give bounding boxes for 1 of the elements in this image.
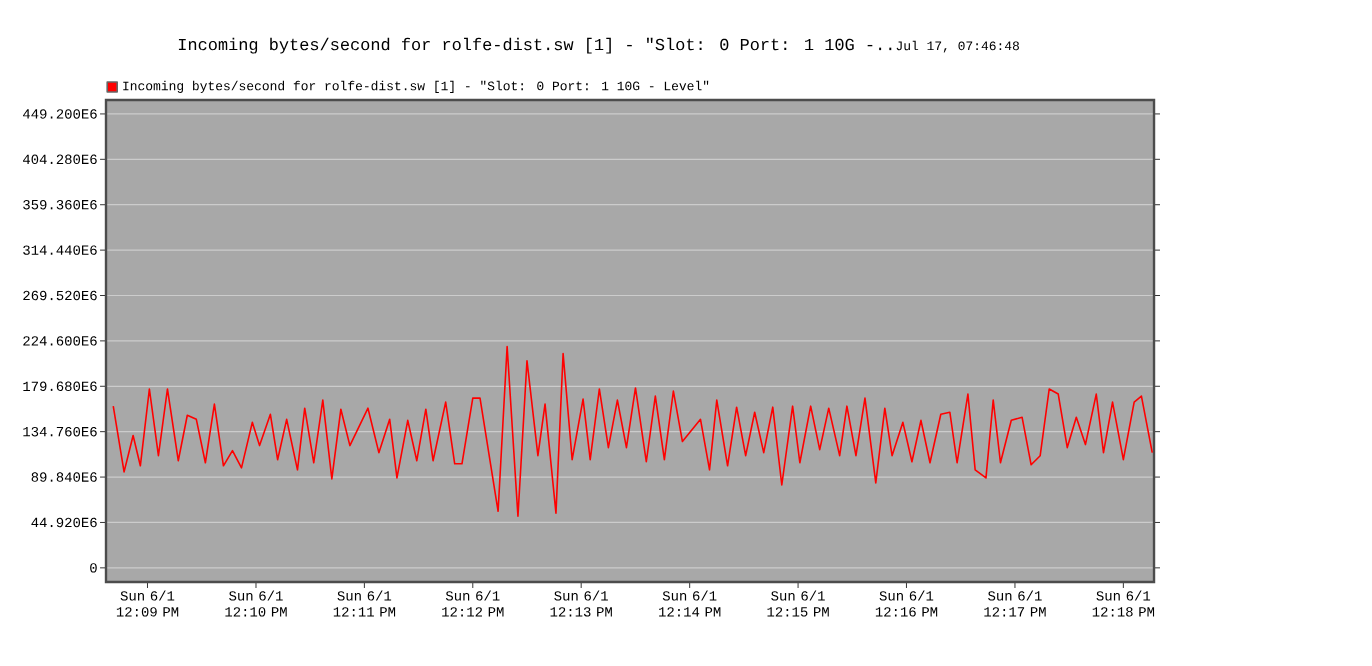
chart-title: Incoming bytes/second for rolfe-dist.sw [1] - "Slot: 0 Port: 1 10G -.. (178, 37, 892, 54)
